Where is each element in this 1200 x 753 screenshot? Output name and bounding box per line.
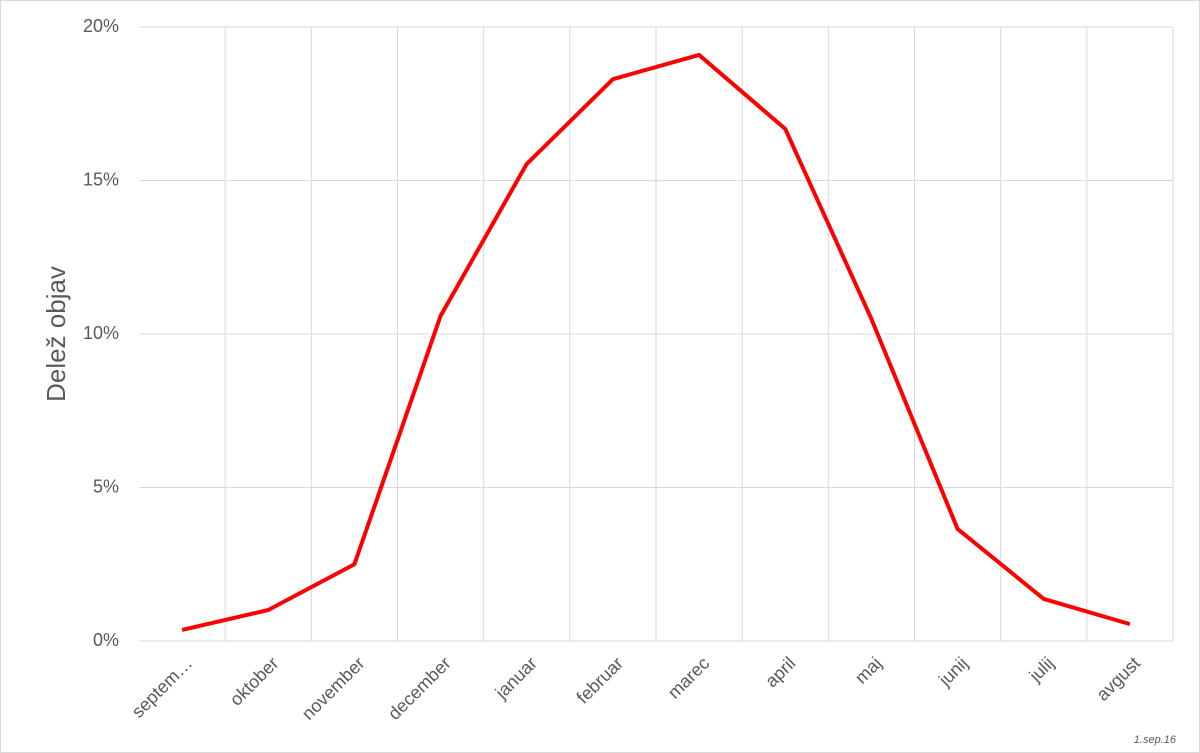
footnote: 1.sep.16 <box>1134 734 1177 746</box>
line-series <box>181 52 1131 632</box>
y-tick-label: 15% <box>83 169 119 189</box>
y-axis-title: Delež objav <box>41 266 71 402</box>
y-tick-label: 20% <box>83 16 119 36</box>
y-tick-label: 10% <box>83 323 119 343</box>
y-tick-label: 5% <box>93 476 119 496</box>
y-tick-label: 0% <box>93 630 119 650</box>
